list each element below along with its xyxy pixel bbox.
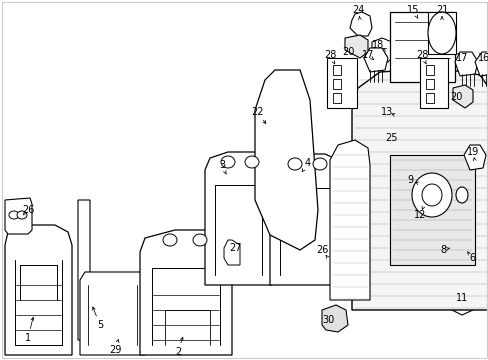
Polygon shape: [269, 154, 341, 285]
Ellipse shape: [421, 184, 441, 206]
Text: 6: 6: [468, 253, 474, 263]
Text: 16: 16: [477, 53, 488, 63]
Text: 1: 1: [25, 333, 31, 343]
Text: 5: 5: [97, 320, 103, 330]
Polygon shape: [140, 230, 231, 355]
Polygon shape: [463, 145, 485, 170]
Ellipse shape: [427, 12, 455, 54]
Ellipse shape: [17, 211, 27, 219]
Text: 13: 13: [380, 107, 392, 117]
Text: 21: 21: [435, 5, 447, 15]
Ellipse shape: [163, 234, 177, 246]
Polygon shape: [349, 12, 371, 36]
Bar: [419, 58, 447, 108]
Bar: [326, 58, 356, 108]
Text: 20: 20: [341, 47, 353, 57]
Polygon shape: [451, 295, 472, 315]
Text: 3: 3: [219, 160, 224, 170]
Bar: [427, 12, 455, 54]
Text: 20: 20: [449, 92, 461, 102]
Ellipse shape: [9, 211, 19, 219]
Text: 9: 9: [406, 175, 412, 185]
Polygon shape: [452, 85, 472, 108]
Text: 2: 2: [175, 347, 181, 357]
Text: 4: 4: [305, 158, 310, 168]
Polygon shape: [254, 70, 317, 250]
Text: 11: 11: [455, 293, 467, 303]
Text: 17: 17: [361, 50, 373, 60]
Text: 8: 8: [439, 245, 445, 255]
Polygon shape: [224, 240, 240, 265]
Text: 28: 28: [323, 50, 336, 60]
Bar: [332, 93, 340, 103]
Polygon shape: [399, 165, 424, 192]
Bar: [332, 65, 340, 75]
Text: 24: 24: [351, 5, 364, 15]
Polygon shape: [363, 48, 387, 72]
Ellipse shape: [411, 173, 451, 217]
Polygon shape: [5, 225, 72, 355]
Text: 15: 15: [406, 5, 418, 15]
Ellipse shape: [312, 158, 326, 170]
Text: 17: 17: [455, 53, 467, 63]
Text: 27: 27: [228, 243, 241, 253]
Bar: [389, 12, 454, 82]
Text: 12: 12: [413, 210, 426, 220]
Ellipse shape: [244, 156, 259, 168]
Ellipse shape: [287, 158, 302, 170]
Polygon shape: [351, 68, 488, 310]
Ellipse shape: [455, 187, 467, 203]
Text: 26: 26: [22, 205, 34, 215]
Polygon shape: [474, 52, 488, 76]
Polygon shape: [384, 135, 407, 158]
Text: 30: 30: [321, 315, 333, 325]
Ellipse shape: [193, 234, 206, 246]
Polygon shape: [329, 140, 369, 300]
Polygon shape: [371, 38, 394, 62]
Polygon shape: [80, 272, 145, 355]
Ellipse shape: [221, 156, 235, 168]
Polygon shape: [439, 232, 461, 258]
Bar: [425, 65, 433, 75]
Text: 19: 19: [466, 147, 478, 157]
Bar: [425, 79, 433, 89]
Polygon shape: [384, 100, 411, 130]
Text: 28: 28: [415, 50, 427, 60]
Polygon shape: [204, 152, 271, 285]
Polygon shape: [5, 198, 32, 234]
Bar: [389, 155, 474, 265]
Polygon shape: [407, 195, 434, 222]
Polygon shape: [345, 35, 367, 58]
Bar: [332, 79, 340, 89]
Text: 29: 29: [109, 345, 121, 355]
Text: 25: 25: [385, 133, 397, 143]
Polygon shape: [321, 305, 347, 332]
Polygon shape: [454, 52, 477, 76]
Text: 26: 26: [315, 245, 327, 255]
Text: 22: 22: [251, 107, 264, 117]
Polygon shape: [78, 200, 90, 340]
Text: 18: 18: [371, 40, 384, 50]
Bar: [425, 93, 433, 103]
